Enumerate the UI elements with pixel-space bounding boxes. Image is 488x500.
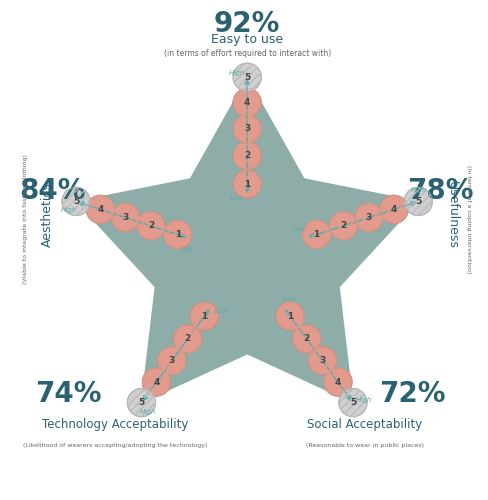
Text: Technology Acceptability: Technology Acceptability: [42, 418, 188, 430]
Text: High: High: [355, 396, 371, 402]
Circle shape: [173, 325, 202, 353]
Circle shape: [308, 346, 336, 375]
Circle shape: [142, 368, 170, 396]
Text: Low: Low: [292, 226, 306, 232]
Text: High: High: [228, 70, 244, 76]
Text: Aesthetics: Aesthetics: [41, 182, 54, 247]
Text: 1: 1: [201, 312, 207, 320]
Text: Low: Low: [214, 308, 227, 314]
Polygon shape: [72, 74, 421, 406]
Text: Usefulness: Usefulness: [445, 180, 458, 248]
Circle shape: [233, 115, 261, 143]
Text: 3: 3: [168, 356, 175, 365]
Text: Low: Low: [229, 195, 243, 201]
Circle shape: [233, 170, 261, 198]
Circle shape: [379, 195, 407, 224]
Text: Easy to use: Easy to use: [211, 34, 283, 46]
Text: High: High: [61, 207, 77, 213]
Text: 92%: 92%: [214, 10, 280, 38]
Text: 3: 3: [319, 356, 325, 365]
Circle shape: [158, 346, 185, 375]
Circle shape: [190, 302, 218, 330]
Circle shape: [292, 325, 320, 353]
Text: 2: 2: [303, 334, 309, 344]
Text: 4: 4: [153, 378, 159, 386]
Text: 4: 4: [390, 205, 396, 214]
Text: 5: 5: [73, 197, 79, 206]
Text: (Likelihood of wearers accepting/adopting the technology): (Likelihood of wearers accepting/adoptin…: [23, 443, 207, 448]
Text: 5: 5: [138, 398, 144, 407]
Text: 1: 1: [174, 230, 181, 239]
Circle shape: [403, 188, 431, 216]
Circle shape: [323, 368, 351, 396]
Text: 3: 3: [122, 213, 128, 222]
Text: 72%: 72%: [378, 380, 445, 407]
Text: High: High: [139, 408, 155, 414]
Circle shape: [275, 302, 304, 330]
Text: 5: 5: [414, 197, 421, 206]
Circle shape: [163, 220, 191, 248]
Text: 78%: 78%: [406, 177, 472, 205]
Circle shape: [233, 142, 261, 170]
Text: Low: Low: [181, 246, 195, 252]
Circle shape: [62, 188, 90, 216]
Circle shape: [86, 195, 114, 224]
Text: 1: 1: [244, 180, 250, 188]
Circle shape: [233, 63, 261, 92]
Text: (Viable to integrate into fashion clothing): (Viable to integrate into fashion clothi…: [23, 154, 28, 284]
Text: 4: 4: [334, 378, 341, 386]
Circle shape: [338, 388, 366, 416]
Circle shape: [329, 212, 357, 240]
Text: 1: 1: [286, 312, 293, 320]
Text: High: High: [410, 188, 426, 194]
Text: 2: 2: [340, 222, 346, 230]
Text: 5: 5: [244, 72, 250, 82]
Circle shape: [233, 88, 261, 117]
Text: 74%: 74%: [35, 380, 102, 407]
Text: 2: 2: [147, 222, 154, 230]
Text: 4: 4: [97, 205, 103, 214]
Text: (In terms of a coping intervention): (In terms of a coping intervention): [465, 165, 470, 274]
Text: 2: 2: [244, 152, 250, 160]
Text: 4: 4: [244, 98, 250, 107]
Text: Social Acceptability: Social Acceptability: [306, 418, 422, 430]
Circle shape: [111, 204, 139, 232]
Text: (in terms of effort required to interact with): (in terms of effort required to interact…: [163, 49, 330, 58]
Text: Low: Low: [283, 296, 297, 302]
Circle shape: [302, 220, 330, 248]
Text: 5: 5: [349, 398, 355, 407]
Text: 84%: 84%: [19, 177, 85, 205]
Circle shape: [354, 204, 382, 232]
Text: 3: 3: [365, 213, 371, 222]
Circle shape: [127, 388, 155, 416]
Circle shape: [137, 212, 164, 240]
Text: 1: 1: [313, 230, 319, 239]
Text: (Reasonable to wear in public places): (Reasonable to wear in public places): [305, 443, 423, 448]
Text: 3: 3: [244, 124, 250, 134]
Text: 2: 2: [184, 334, 190, 344]
